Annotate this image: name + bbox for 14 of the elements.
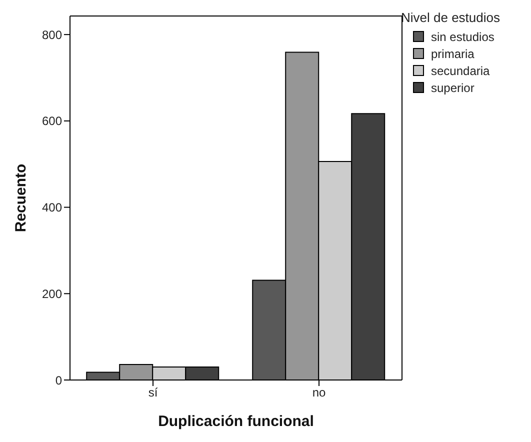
y-tick-label: 0: [55, 373, 62, 388]
y-tick-label: 200: [42, 286, 62, 301]
legend-label: primaria: [431, 46, 474, 60]
legend-label: secundaria: [431, 64, 490, 78]
x-axis-title: Duplicación funcional: [158, 413, 314, 430]
y-tick-label: 600: [42, 114, 62, 128]
y-tick-label: 800: [42, 28, 62, 42]
y-axis-title: Recuento: [12, 164, 30, 232]
x-tick-label: no: [312, 386, 326, 400]
legend-label: sin estudios: [431, 30, 494, 44]
y-tick-label: 400: [42, 200, 62, 215]
x-tick-label: sí: [148, 386, 158, 400]
legend-title: Nivel de estudios: [401, 10, 501, 25]
legend-label: superior: [431, 80, 474, 94]
